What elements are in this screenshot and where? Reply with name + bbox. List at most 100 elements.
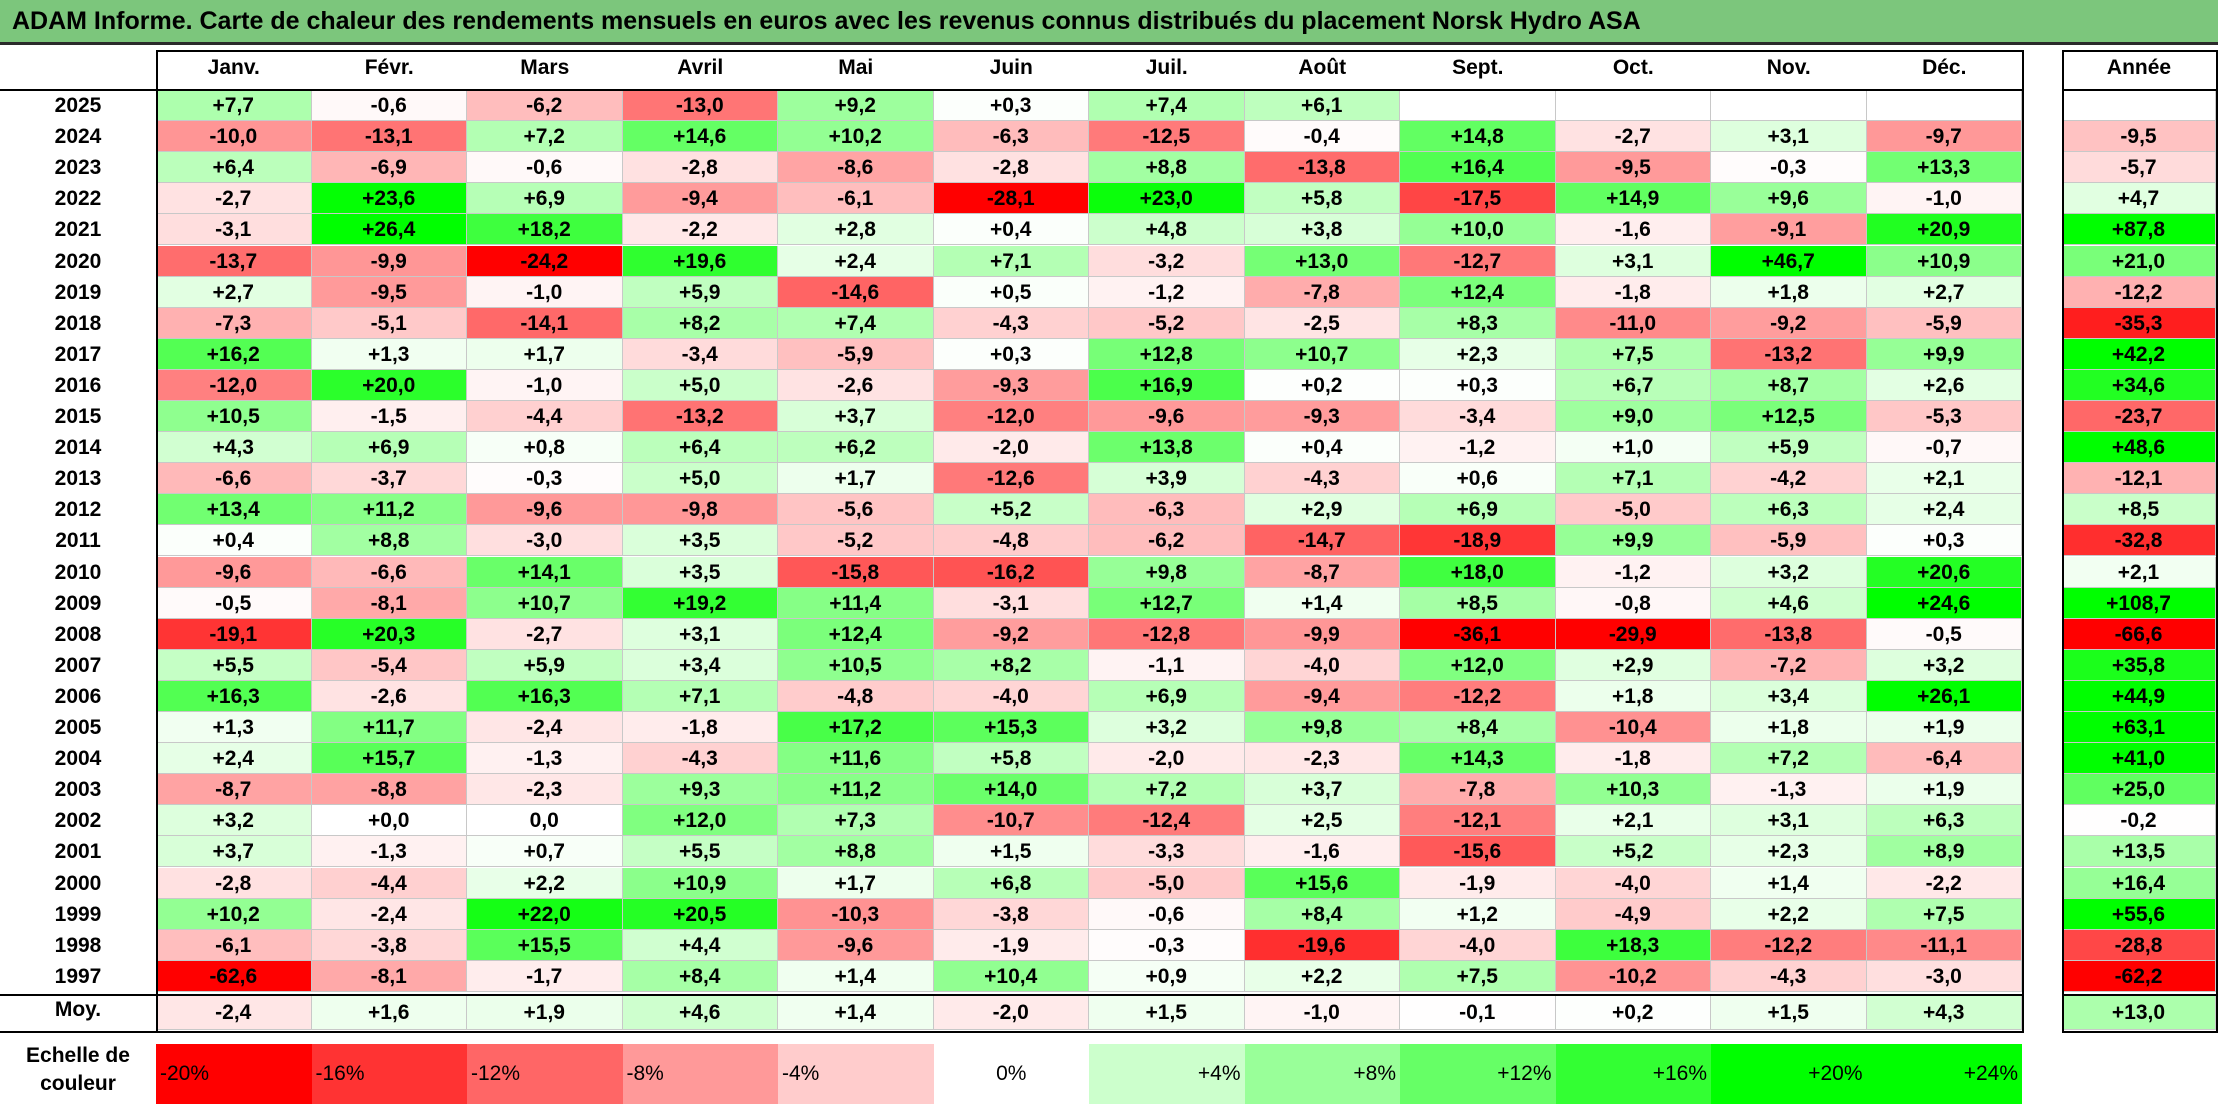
year-total-cell: -12,2 [2062, 276, 2216, 308]
year-total-cell: +41,0 [2062, 743, 2216, 775]
heatmap-cell: -4,0 [1555, 867, 1711, 899]
heatmap-cell: +2,5 [1244, 805, 1400, 837]
heatmap-cell: -7,2 [1711, 649, 1867, 681]
row-year-label: 2009 [0, 587, 156, 619]
heatmap-cell: -3,8 [933, 898, 1089, 930]
table-border-left [156, 50, 158, 1032]
heatmap-cell: +0,3 [933, 338, 1089, 370]
heatmap-cell: +8,8 [311, 525, 467, 557]
heatmap-cell: +5,9 [1711, 432, 1867, 464]
heatmap-cell: -10,4 [1555, 712, 1711, 744]
heatmap-cell: +11,2 [778, 774, 934, 806]
heatmap-cell: -19,6 [1244, 929, 1400, 961]
heatmap-cell: +8,5 [1400, 587, 1556, 619]
heatmap-cell: +15,5 [467, 929, 623, 961]
avg-divider-bottom [0, 1030, 2024, 1033]
heatmap-cell: -2,0 [1089, 743, 1245, 775]
heatmap-cell: +9,0 [1555, 401, 1711, 433]
heatmap-cell: -9,3 [933, 369, 1089, 401]
row-year-label: 2000 [0, 867, 156, 899]
heatmap-cell: +10,9 [622, 867, 778, 899]
heatmap-cell: -4,3 [1711, 960, 1867, 992]
color-scale-label: Echelle de couleur [0, 1042, 156, 1104]
heatmap-cell: 0,0 [467, 805, 623, 837]
heatmap-cell: -12,7 [1400, 245, 1556, 277]
month-header: Juin [933, 50, 1089, 90]
heatmap-cell: +2,8 [778, 214, 934, 246]
average-cell: +4,3 [1866, 995, 2022, 1030]
heatmap-cell: -6,6 [311, 556, 467, 588]
heatmap-cell: +9,9 [1866, 338, 2022, 370]
heatmap-cell: +2,4 [778, 245, 934, 277]
heatmap-cell: -12,2 [1400, 680, 1556, 712]
heatmap-cell: +1,9 [1866, 712, 2022, 744]
row-year-label: 2012 [0, 494, 156, 526]
heatmap-cell: -9,5 [311, 276, 467, 308]
heatmap-cell: +8,7 [1711, 369, 1867, 401]
heatmap-cell: +0,3 [933, 90, 1089, 122]
heatmap-cell: -7,8 [1400, 774, 1556, 806]
heatmap-cell: +2,9 [1244, 494, 1400, 526]
heatmap-cell: +15,3 [933, 712, 1089, 744]
heatmap-cell: +3,1 [1555, 245, 1711, 277]
heatmap-cell: -2,3 [467, 774, 623, 806]
heatmap-cell: +1,8 [1711, 276, 1867, 308]
heatmap-cell: +2,7 [156, 276, 312, 308]
heatmap-cell: +5,8 [933, 743, 1089, 775]
heatmap-cell: +6,9 [1400, 494, 1556, 526]
heatmap-cell: +22,0 [467, 898, 623, 930]
heatmap-cell: +10,3 [1555, 774, 1711, 806]
header-divider [0, 89, 2024, 91]
row-year-label: 1997 [0, 960, 156, 992]
heatmap-cell: +7,1 [622, 680, 778, 712]
heatmap-cell: -14,1 [467, 307, 623, 339]
heatmap-cell: -6,2 [467, 90, 623, 122]
year-total-cell: -0,2 [2062, 805, 2216, 837]
row-year-label: 2007 [0, 649, 156, 681]
heatmap-cell: +13,0 [1244, 245, 1400, 277]
month-header: Déc. [1866, 50, 2022, 90]
year-total-cell: +55,6 [2062, 898, 2216, 930]
heatmap-cell: -5,1 [311, 307, 467, 339]
color-scale-swatch: -20% [156, 1044, 312, 1104]
heatmap-cell: -28,1 [933, 183, 1089, 215]
heatmap-cell: +9,8 [1244, 712, 1400, 744]
average-cell: +1,4 [778, 995, 934, 1030]
heatmap-cell: -4,0 [933, 680, 1089, 712]
heatmap-cell: -1,2 [1400, 432, 1556, 464]
heatmap-cell: +16,4 [1400, 152, 1556, 184]
heatmap-cell: -17,5 [1400, 183, 1556, 215]
heatmap-cell: -0,3 [467, 463, 623, 495]
heatmap-cell: +3,4 [1711, 680, 1867, 712]
row-year-label: 2025 [0, 90, 156, 122]
average-cell: -0,1 [1400, 995, 1556, 1030]
heatmap-cell: +12,0 [622, 805, 778, 837]
heatmap-cell: -1,0 [1866, 183, 2022, 215]
heatmap-cell: +18,2 [467, 214, 623, 246]
heatmap-cell: -10,2 [1555, 960, 1711, 992]
average-cell: +0,2 [1555, 995, 1711, 1030]
heatmap-cell: +13,4 [156, 494, 312, 526]
color-scale-swatch: +8% [1244, 1044, 1400, 1104]
heatmap-cell: +2,4 [1866, 494, 2022, 526]
heatmap-cell: +0,0 [311, 805, 467, 837]
heatmap-cell: -1,9 [1400, 867, 1556, 899]
year-avg-divider-bottom [2062, 1030, 2218, 1033]
heatmap-cell: -1,6 [1555, 214, 1711, 246]
heatmap-cell: +16,9 [1089, 369, 1245, 401]
heatmap-cell: -0,8 [1555, 587, 1711, 619]
row-year-label: 2003 [0, 774, 156, 806]
heatmap-cell: +5,8 [1244, 183, 1400, 215]
heatmap-cell: -4,4 [311, 867, 467, 899]
heatmap-cell: +15,7 [311, 743, 467, 775]
heatmap-cell: -5,0 [1555, 494, 1711, 526]
heatmap-cell: -5,6 [778, 494, 934, 526]
average-year-cell: +13,0 [2062, 995, 2216, 1030]
heatmap-cell: +1,4 [1711, 867, 1867, 899]
heatmap-cell: +16,3 [467, 680, 623, 712]
heatmap-cell: +10,9 [1866, 245, 2022, 277]
heatmap-cell: -19,1 [156, 618, 312, 650]
heatmap-cell: +0,5 [933, 276, 1089, 308]
heatmap-cell: -5,0 [1089, 867, 1245, 899]
year-total-cell: -32,8 [2062, 525, 2216, 557]
